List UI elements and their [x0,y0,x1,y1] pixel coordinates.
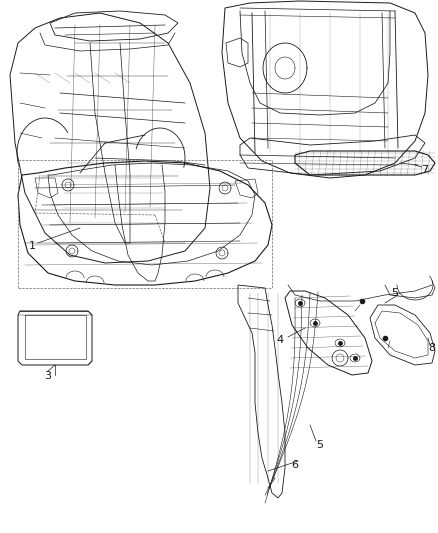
Text: 8: 8 [428,343,435,353]
Text: 1: 1 [28,241,35,251]
Text: 5: 5 [317,440,324,450]
Text: 5: 5 [392,288,399,298]
Text: 3: 3 [45,371,52,381]
Text: 7: 7 [421,165,428,175]
Text: 4: 4 [276,335,283,345]
Text: 6: 6 [292,460,299,470]
